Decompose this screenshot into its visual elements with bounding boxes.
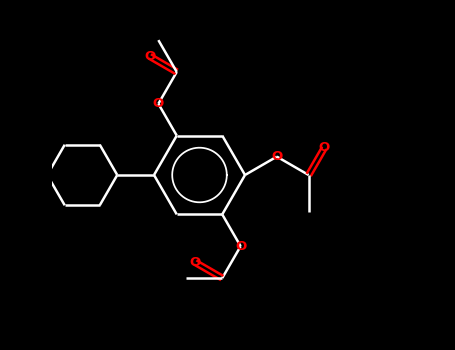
Text: O: O — [235, 240, 246, 253]
Text: O: O — [190, 256, 201, 269]
Text: O: O — [153, 97, 164, 110]
Text: O: O — [144, 50, 155, 63]
Text: O: O — [271, 150, 283, 163]
Text: O: O — [318, 141, 330, 154]
